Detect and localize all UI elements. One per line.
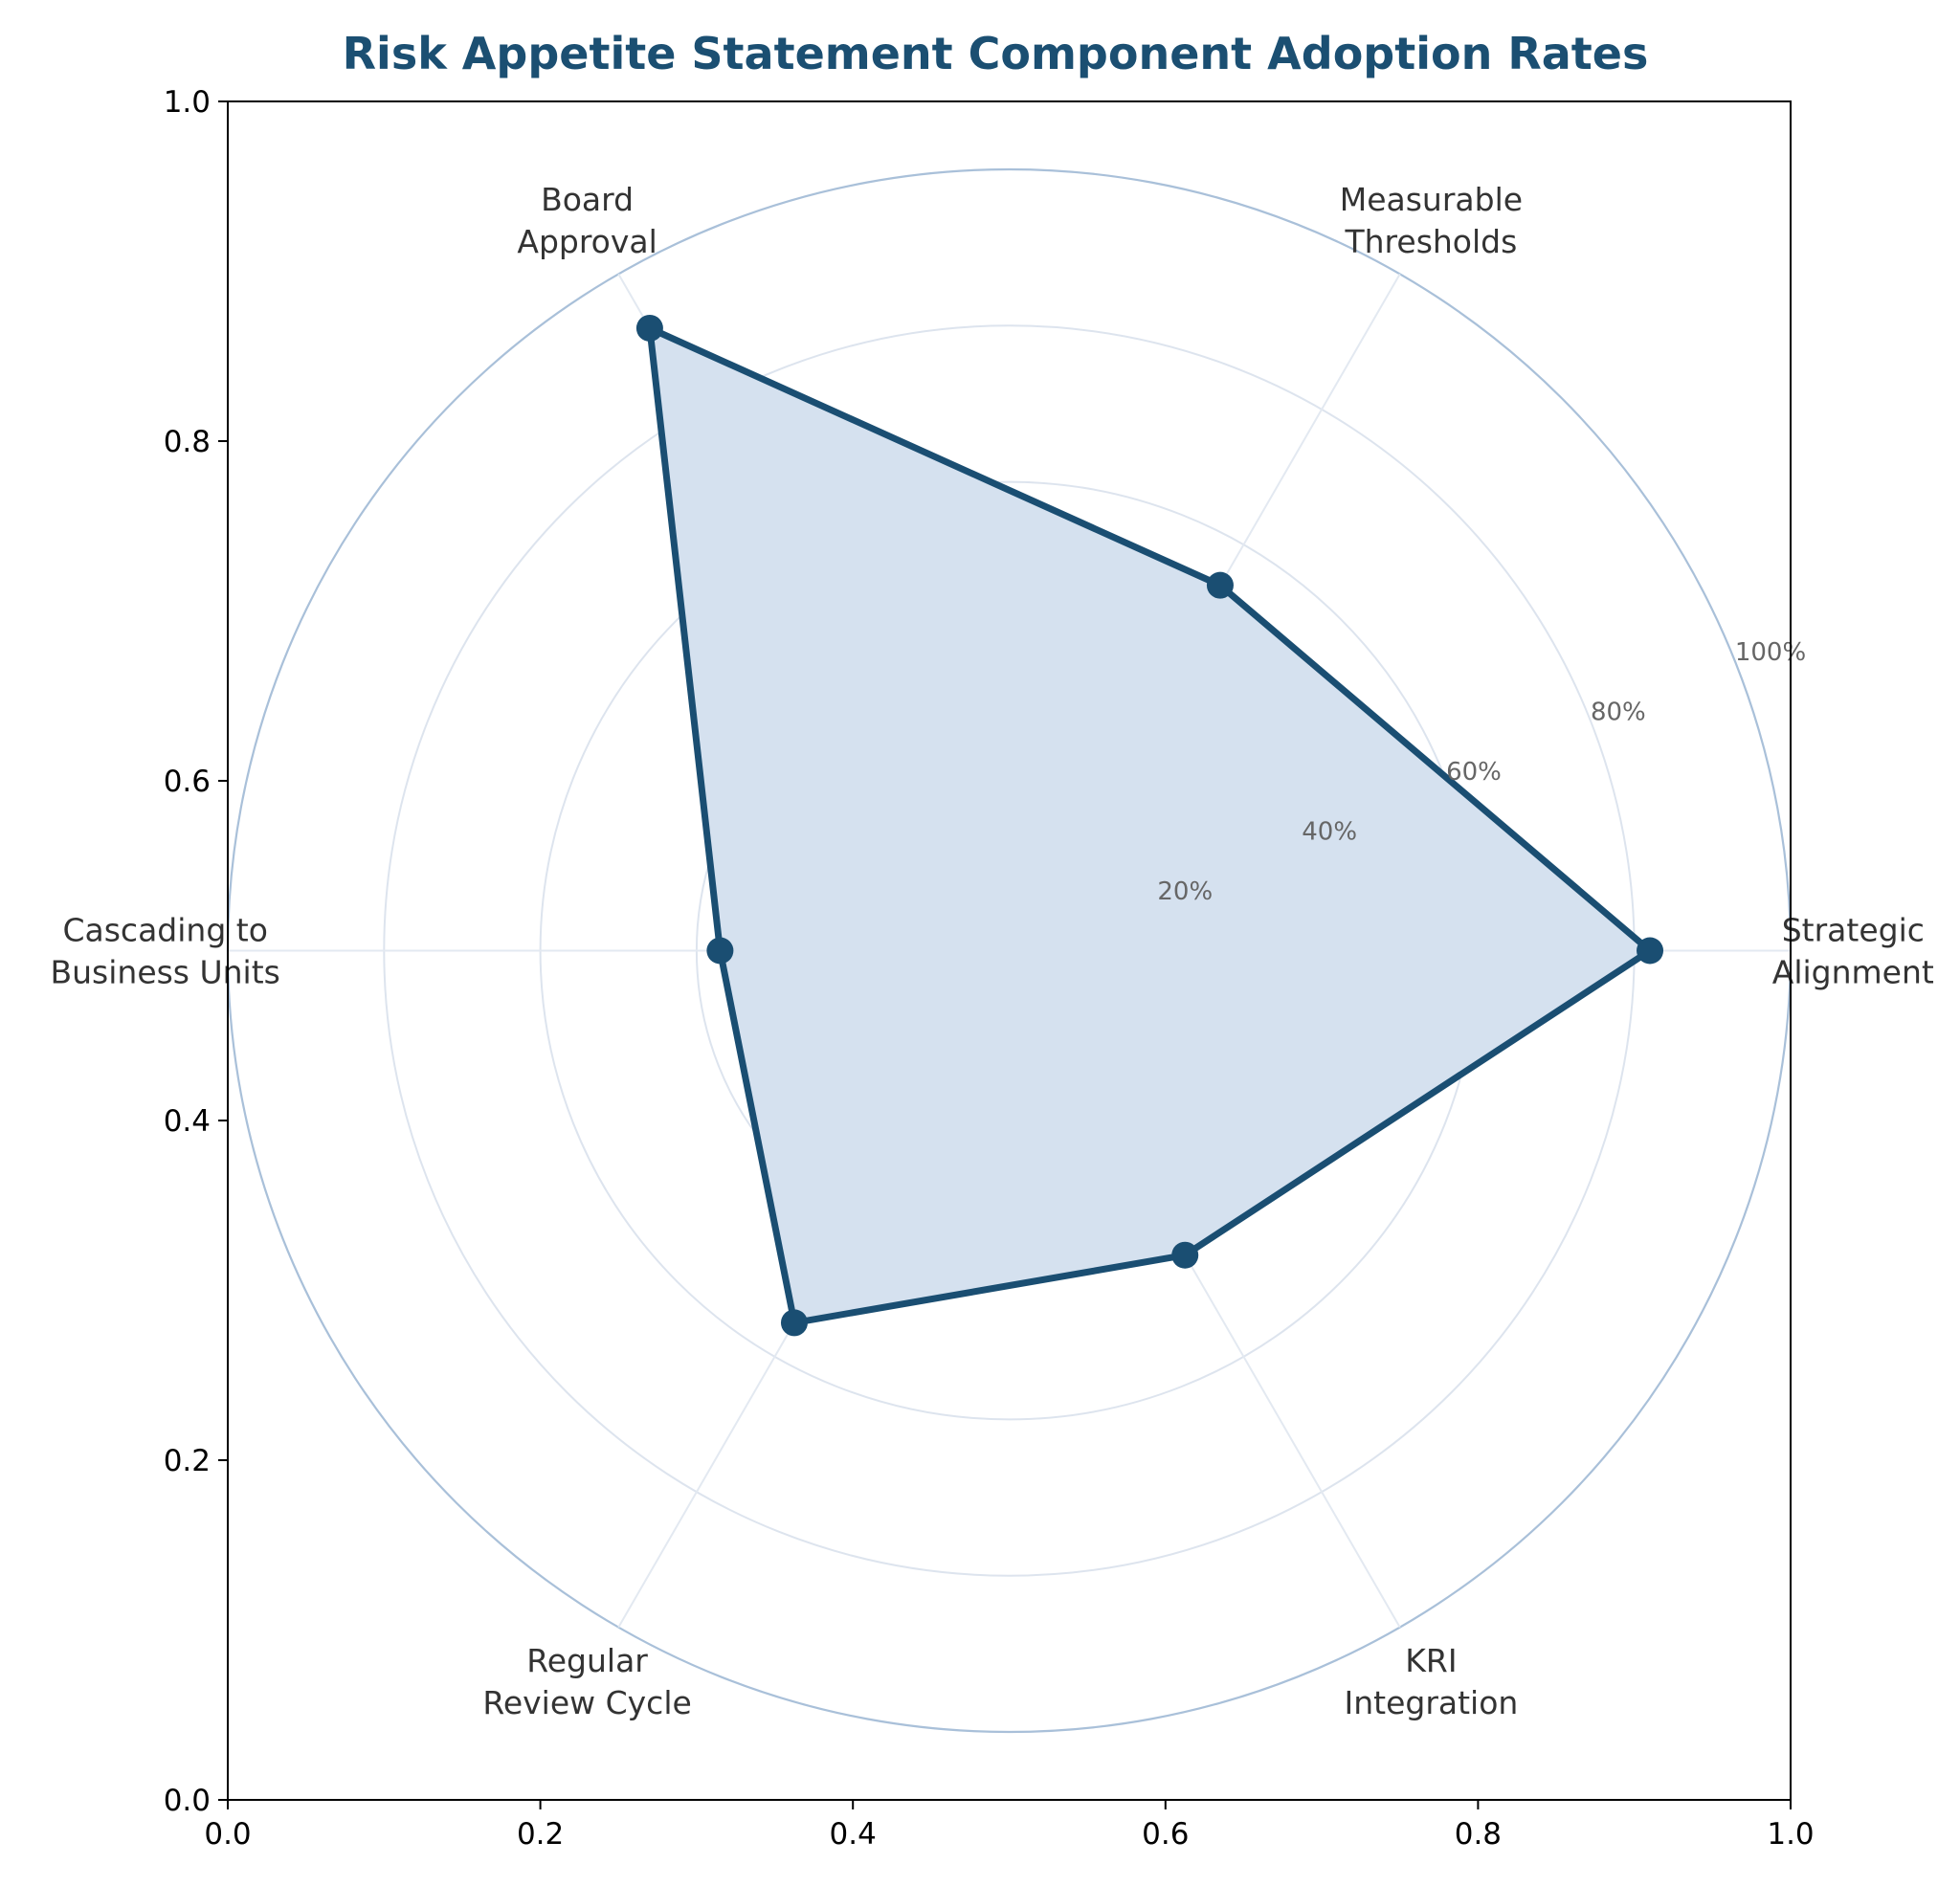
y-tick-label: 0.2 — [164, 1444, 211, 1478]
x-tick-label: 0.4 — [830, 1817, 877, 1852]
data-point — [1171, 1241, 1199, 1269]
axes-layer: 0.0 0.2 0.4 0.6 0.8 1.0 0.0 0.2 0.4 0.6 0.8 1.0 — [164, 85, 1815, 1852]
category-label: Regular Review Cycle — [482, 1642, 691, 1721]
axes-frame — [227, 100, 1792, 1801]
radial-tick-label: 20% — [1157, 877, 1213, 906]
radial-tick-label: 40% — [1302, 818, 1357, 847]
y-tick-label: 0.0 — [164, 1784, 211, 1818]
x-tick-label: 0.2 — [517, 1817, 564, 1852]
data-layer — [635, 314, 1664, 1337]
data-point — [780, 1309, 808, 1337]
data-point — [706, 937, 734, 965]
category-label: Strategic Alignment — [1772, 912, 1934, 991]
y-tick-label: 1.0 — [164, 85, 211, 120]
data-point — [1637, 937, 1664, 965]
radial-tick-label: 60% — [1446, 758, 1502, 787]
category-label: Measurable Thresholds — [1340, 181, 1523, 260]
y-tick-label: 0.6 — [164, 765, 211, 799]
radial-tick-label: 100% — [1735, 638, 1806, 667]
data-point — [635, 314, 663, 342]
category-label: Board Approval — [517, 181, 657, 260]
series-area — [649, 328, 1650, 1323]
x-tick-label: 1.0 — [1767, 1817, 1814, 1852]
chart-title: Risk Appetite Statement Component Adopti… — [343, 28, 1649, 79]
label-layer: 20% 40% 60% 80% 100% Strategic Alignment Measur… — [50, 181, 1933, 1721]
category-label: KRI Integration — [1344, 1642, 1518, 1721]
y-tick-label: 0.4 — [164, 1104, 211, 1139]
x-tick-label: 0.8 — [1455, 1817, 1502, 1852]
y-tick-label: 0.8 — [164, 425, 211, 459]
x-tick-label: 0.0 — [204, 1817, 251, 1852]
category-label: Cascading to Business Units — [50, 912, 279, 991]
radial-tick-label: 80% — [1591, 699, 1646, 727]
x-tick-label: 0.6 — [1142, 1817, 1189, 1852]
data-point — [1206, 571, 1234, 599]
